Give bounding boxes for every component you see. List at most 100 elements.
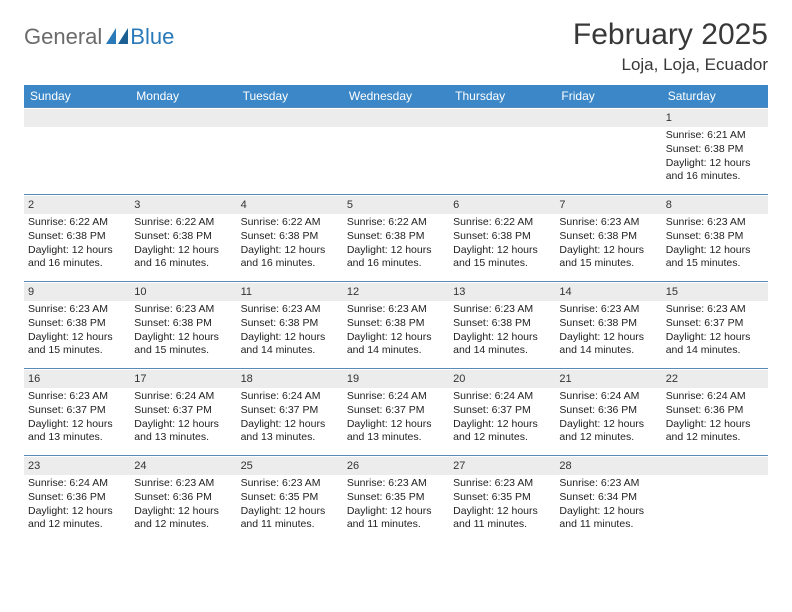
week-row: 16Sunrise: 6:23 AMSunset: 6:37 PMDayligh… (24, 368, 768, 455)
day-number: 18 (237, 370, 343, 388)
weekday-header-cell: Thursday (449, 85, 555, 107)
sunrise-line: Sunrise: 6:22 AM (28, 216, 126, 230)
day-number: 10 (130, 283, 236, 301)
day-cell (130, 108, 236, 194)
day-cell: 18Sunrise: 6:24 AMSunset: 6:37 PMDayligh… (237, 369, 343, 455)
brand-word-2: Blue (130, 24, 174, 50)
sunset-line: Sunset: 6:36 PM (28, 491, 126, 505)
sunrise-line: Sunrise: 6:22 AM (241, 216, 339, 230)
sunset-line: Sunset: 6:37 PM (453, 404, 551, 418)
daylight-line: Daylight: 12 hours and 14 minutes. (347, 331, 445, 358)
day-number: 3 (130, 196, 236, 214)
day-number-empty (24, 109, 130, 127)
day-number: 24 (130, 457, 236, 475)
brand-logo: General Blue (24, 18, 174, 50)
sunset-line: Sunset: 6:37 PM (347, 404, 445, 418)
daylight-line: Daylight: 12 hours and 15 minutes. (453, 244, 551, 271)
day-number: 15 (662, 283, 768, 301)
day-cell: 23Sunrise: 6:24 AMSunset: 6:36 PMDayligh… (24, 456, 130, 542)
month-year-title: February 2025 (573, 18, 768, 51)
day-number: 21 (555, 370, 661, 388)
sunrise-line: Sunrise: 6:23 AM (559, 477, 657, 491)
day-number: 14 (555, 283, 661, 301)
day-cell: 24Sunrise: 6:23 AMSunset: 6:36 PMDayligh… (130, 456, 236, 542)
day-number: 27 (449, 457, 555, 475)
sunrise-line: Sunrise: 6:24 AM (453, 390, 551, 404)
calendar-grid: SundayMondayTuesdayWednesdayThursdayFrid… (24, 85, 768, 542)
sunset-line: Sunset: 6:37 PM (134, 404, 232, 418)
sunrise-line: Sunrise: 6:24 AM (347, 390, 445, 404)
day-number: 4 (237, 196, 343, 214)
daylight-line: Daylight: 12 hours and 11 minutes. (559, 505, 657, 532)
week-row: 9Sunrise: 6:23 AMSunset: 6:38 PMDaylight… (24, 281, 768, 368)
day-number: 9 (24, 283, 130, 301)
daylight-line: Daylight: 12 hours and 13 minutes. (28, 418, 126, 445)
sunset-line: Sunset: 6:37 PM (666, 317, 764, 331)
day-number: 7 (555, 196, 661, 214)
sunrise-line: Sunrise: 6:24 AM (559, 390, 657, 404)
sunset-line: Sunset: 6:38 PM (134, 317, 232, 331)
sunset-line: Sunset: 6:38 PM (241, 317, 339, 331)
sunrise-line: Sunrise: 6:23 AM (28, 303, 126, 317)
week-row: 1Sunrise: 6:21 AMSunset: 6:38 PMDaylight… (24, 107, 768, 194)
sunset-line: Sunset: 6:38 PM (241, 230, 339, 244)
sunset-line: Sunset: 6:38 PM (453, 230, 551, 244)
day-cell: 8Sunrise: 6:23 AMSunset: 6:38 PMDaylight… (662, 195, 768, 281)
sunset-line: Sunset: 6:38 PM (666, 230, 764, 244)
sunrise-line: Sunrise: 6:23 AM (347, 477, 445, 491)
day-cell: 2Sunrise: 6:22 AMSunset: 6:38 PMDaylight… (24, 195, 130, 281)
day-number: 11 (237, 283, 343, 301)
day-number: 20 (449, 370, 555, 388)
day-cell (24, 108, 130, 194)
sunset-line: Sunset: 6:35 PM (347, 491, 445, 505)
daylight-line: Daylight: 12 hours and 13 minutes. (241, 418, 339, 445)
day-cell: 7Sunrise: 6:23 AMSunset: 6:38 PMDaylight… (555, 195, 661, 281)
daylight-line: Daylight: 12 hours and 15 minutes. (666, 244, 764, 271)
daylight-line: Daylight: 12 hours and 14 minutes. (241, 331, 339, 358)
sunrise-line: Sunrise: 6:24 AM (666, 390, 764, 404)
day-cell: 14Sunrise: 6:23 AMSunset: 6:38 PMDayligh… (555, 282, 661, 368)
day-cell: 25Sunrise: 6:23 AMSunset: 6:35 PMDayligh… (237, 456, 343, 542)
sunrise-line: Sunrise: 6:22 AM (453, 216, 551, 230)
sunset-line: Sunset: 6:38 PM (666, 143, 764, 157)
day-number: 12 (343, 283, 449, 301)
day-number: 22 (662, 370, 768, 388)
day-number: 1 (662, 109, 768, 127)
sunset-line: Sunset: 6:37 PM (28, 404, 126, 418)
day-number: 19 (343, 370, 449, 388)
day-number: 8 (662, 196, 768, 214)
sunrise-line: Sunrise: 6:23 AM (28, 390, 126, 404)
weekday-header-cell: Friday (555, 85, 661, 107)
day-number: 25 (237, 457, 343, 475)
day-cell: 5Sunrise: 6:22 AMSunset: 6:38 PMDaylight… (343, 195, 449, 281)
location-subtitle: Loja, Loja, Ecuador (573, 55, 768, 75)
weekday-header-cell: Monday (130, 85, 236, 107)
day-cell: 6Sunrise: 6:22 AMSunset: 6:38 PMDaylight… (449, 195, 555, 281)
day-number: 16 (24, 370, 130, 388)
day-cell: 3Sunrise: 6:22 AMSunset: 6:38 PMDaylight… (130, 195, 236, 281)
sunrise-line: Sunrise: 6:23 AM (134, 477, 232, 491)
daylight-line: Daylight: 12 hours and 15 minutes. (559, 244, 657, 271)
day-number: 28 (555, 457, 661, 475)
day-cell: 9Sunrise: 6:23 AMSunset: 6:38 PMDaylight… (24, 282, 130, 368)
sunrise-line: Sunrise: 6:23 AM (347, 303, 445, 317)
day-cell (555, 108, 661, 194)
sunrise-line: Sunrise: 6:23 AM (453, 477, 551, 491)
sunrise-line: Sunrise: 6:24 AM (241, 390, 339, 404)
day-cell: 20Sunrise: 6:24 AMSunset: 6:37 PMDayligh… (449, 369, 555, 455)
sunrise-line: Sunrise: 6:22 AM (134, 216, 232, 230)
daylight-line: Daylight: 12 hours and 14 minutes. (453, 331, 551, 358)
day-cell: 22Sunrise: 6:24 AMSunset: 6:36 PMDayligh… (662, 369, 768, 455)
day-cell: 21Sunrise: 6:24 AMSunset: 6:36 PMDayligh… (555, 369, 661, 455)
daylight-line: Daylight: 12 hours and 11 minutes. (453, 505, 551, 532)
daylight-line: Daylight: 12 hours and 16 minutes. (347, 244, 445, 271)
day-cell: 17Sunrise: 6:24 AMSunset: 6:37 PMDayligh… (130, 369, 236, 455)
day-number: 5 (343, 196, 449, 214)
sunrise-line: Sunrise: 6:21 AM (666, 129, 764, 143)
title-block: February 2025 Loja, Loja, Ecuador (573, 18, 768, 75)
daylight-line: Daylight: 12 hours and 11 minutes. (241, 505, 339, 532)
daylight-line: Daylight: 12 hours and 15 minutes. (134, 331, 232, 358)
sunrise-line: Sunrise: 6:23 AM (453, 303, 551, 317)
daylight-line: Daylight: 12 hours and 12 minutes. (134, 505, 232, 532)
day-number: 2 (24, 196, 130, 214)
